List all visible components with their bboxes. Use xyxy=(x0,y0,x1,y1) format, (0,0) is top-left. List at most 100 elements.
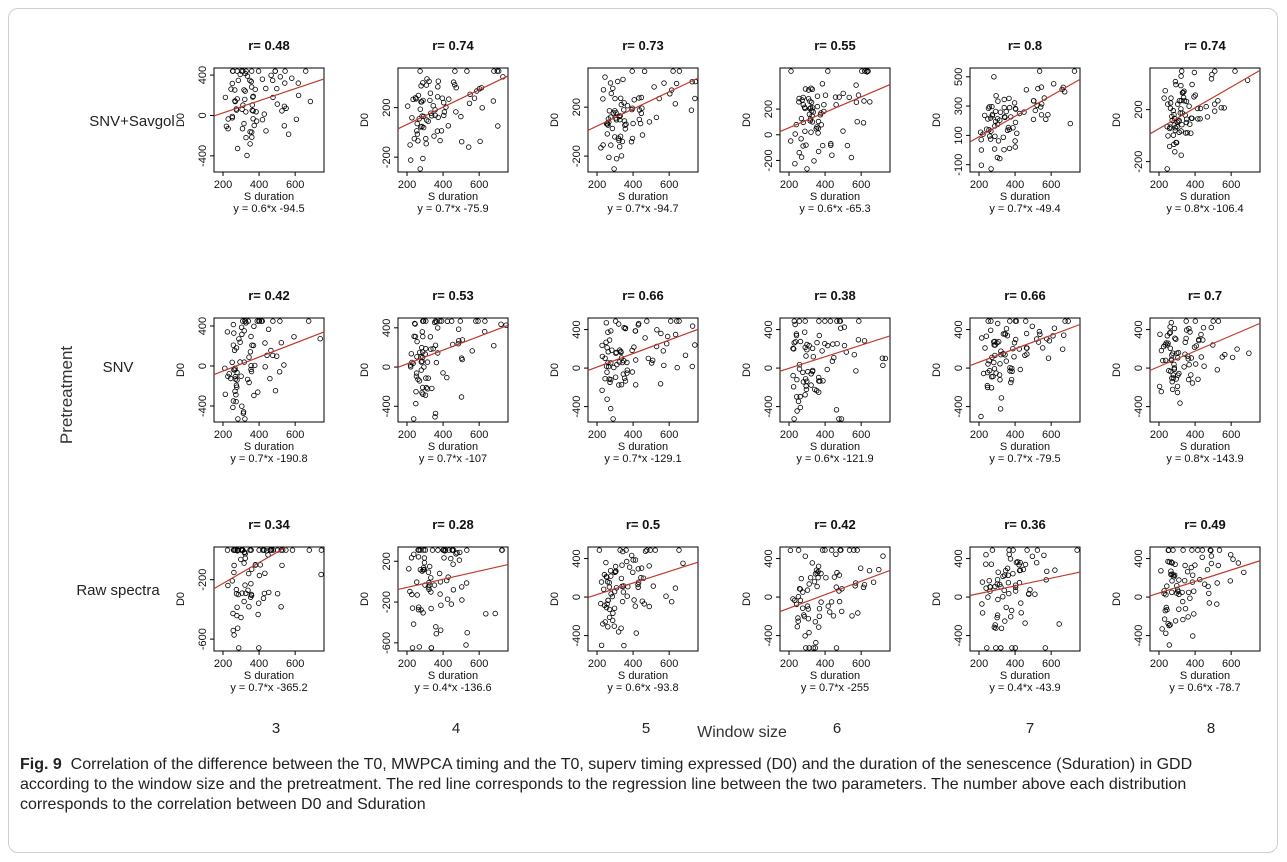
scatter-point xyxy=(844,142,851,149)
y-axis-label: D0 xyxy=(931,592,943,606)
scatter-point xyxy=(996,339,1002,345)
scatter-point xyxy=(1008,377,1015,383)
scatter-point xyxy=(270,318,276,324)
scatter-point xyxy=(261,590,268,597)
scatter-point xyxy=(997,377,1003,383)
scatter-point xyxy=(224,547,231,553)
plot-box xyxy=(779,67,891,173)
scatter-point xyxy=(790,596,796,602)
scatter-point xyxy=(423,384,429,391)
scatter-point xyxy=(1212,68,1218,74)
scatter-point xyxy=(1035,85,1041,92)
scatter-point xyxy=(1181,364,1187,370)
scatter-point xyxy=(819,348,825,354)
scatter-point xyxy=(1221,105,1227,111)
scatter-point xyxy=(428,645,435,651)
scatter-point xyxy=(428,575,434,581)
regression-line xyxy=(779,569,891,613)
scatter-point xyxy=(1169,571,1175,577)
scatter-point xyxy=(425,118,431,124)
scatter-point xyxy=(281,362,287,368)
scatter-point xyxy=(473,318,479,324)
scatter-point xyxy=(1227,552,1234,558)
scatter-point xyxy=(1007,556,1014,562)
scatter-point xyxy=(234,369,240,376)
scatter-point xyxy=(689,323,696,329)
scatter-point xyxy=(1036,328,1043,335)
scatter-point xyxy=(244,152,250,159)
scatter-point xyxy=(1197,116,1203,122)
x-tick-label: 600 xyxy=(1042,658,1060,670)
scatter-point xyxy=(256,645,262,651)
scatter-point xyxy=(1165,558,1171,565)
scatter-point xyxy=(628,138,635,145)
scatter-point xyxy=(619,138,626,145)
scatter-point xyxy=(650,583,656,589)
scatter-point xyxy=(994,614,1000,621)
scatter-point xyxy=(824,366,830,373)
scatter-point xyxy=(638,565,645,571)
y-group-label: Pretreatment xyxy=(57,346,76,445)
plot-box xyxy=(587,317,699,423)
scatter-point xyxy=(653,114,660,121)
scatter-point xyxy=(435,325,441,331)
scatter-point xyxy=(992,622,998,628)
panel-title: r= 0.66 xyxy=(1004,288,1046,303)
regression-line xyxy=(779,84,891,133)
scatter-point xyxy=(632,328,639,334)
y-axis-label: D0 xyxy=(359,363,371,377)
regression-equation: y = 0.6*x -94.5 xyxy=(233,203,304,215)
scatter-point xyxy=(1214,580,1220,586)
scatter-point xyxy=(1000,573,1006,580)
scatter-point xyxy=(608,90,614,97)
scatter-point xyxy=(983,126,990,132)
scatter-point xyxy=(410,96,416,102)
scatter-point xyxy=(248,68,255,74)
scatter-point xyxy=(1176,591,1182,598)
scatter-point xyxy=(424,359,431,365)
scatter-point xyxy=(676,547,682,553)
scatter-point xyxy=(1199,547,1206,553)
scatter-point xyxy=(427,563,433,570)
scatter-point xyxy=(231,562,237,569)
scatter-point xyxy=(1206,600,1212,606)
scatter-point xyxy=(1178,152,1184,158)
scatter-point xyxy=(837,318,844,324)
scatter-point xyxy=(248,78,254,85)
regression-line xyxy=(1149,69,1261,135)
scatter-point xyxy=(864,68,870,74)
scatter-point xyxy=(633,630,639,636)
scatter-point xyxy=(802,318,808,324)
scatter-point xyxy=(650,357,656,363)
scatter-point xyxy=(1005,580,1012,586)
x-tick-label: 600 xyxy=(660,179,678,191)
scatter-point xyxy=(624,593,630,599)
scatter-point xyxy=(438,627,444,633)
scatter-point xyxy=(1002,618,1008,624)
scatter-point xyxy=(1022,352,1028,358)
scatter-point xyxy=(456,557,463,563)
x-axis-label: S duration xyxy=(1180,441,1230,453)
scatter-point xyxy=(415,92,422,99)
scatter-point xyxy=(1022,620,1028,626)
y-tick-label: -400 xyxy=(763,625,775,647)
scatter-point xyxy=(420,349,426,355)
data-points xyxy=(790,318,889,422)
scatter-point xyxy=(1180,616,1186,623)
scatter-point xyxy=(1162,357,1169,363)
scatter-point xyxy=(411,416,417,422)
scatter-point xyxy=(1030,116,1037,123)
scatter-point xyxy=(417,106,423,112)
scatter-point xyxy=(818,599,824,605)
scatter-point xyxy=(406,566,412,572)
scatter-point xyxy=(602,74,608,80)
scatter-point xyxy=(306,318,312,324)
scatter-point xyxy=(1194,547,1201,553)
scatter-point xyxy=(1012,588,1019,594)
x-tick-label: 600 xyxy=(852,658,870,670)
scatter-point xyxy=(409,645,416,651)
scatter-point xyxy=(1188,372,1194,378)
scatter-point xyxy=(822,92,829,98)
scatter-point xyxy=(614,361,620,368)
